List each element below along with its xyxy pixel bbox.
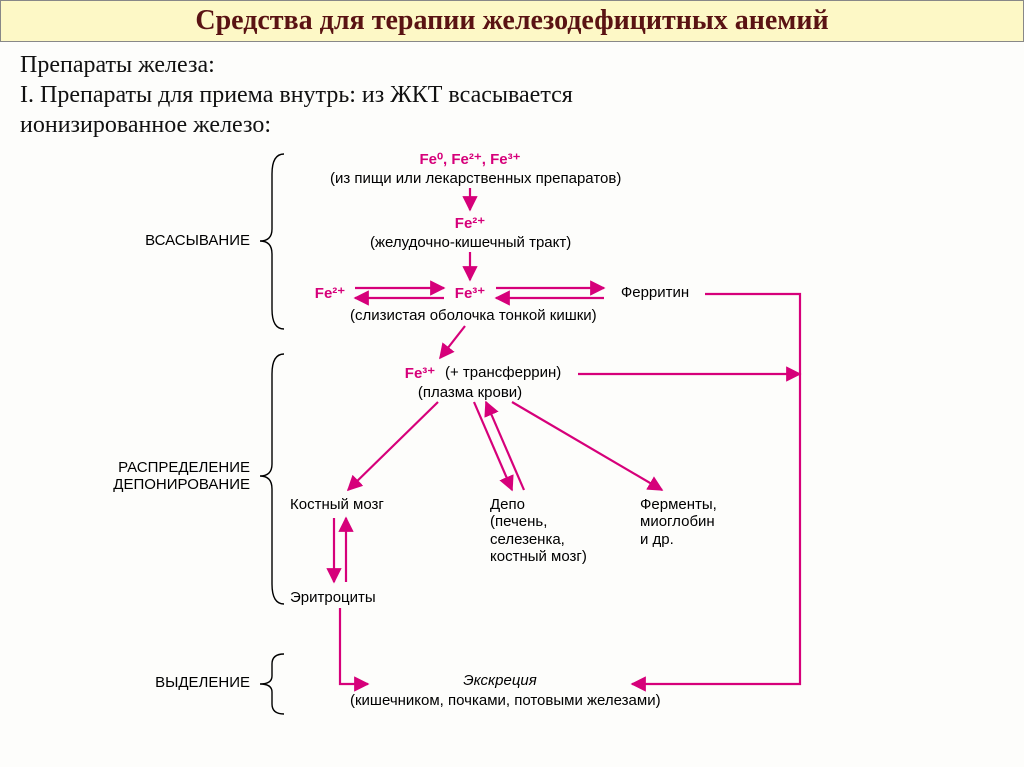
arrow-plasma-to-enzymes bbox=[512, 402, 662, 490]
arrow-eryth-to-excretion bbox=[340, 608, 368, 684]
arrow-plasma-to-marrow bbox=[348, 402, 438, 490]
bracket-excretion bbox=[260, 654, 284, 714]
diagram-svg bbox=[0, 144, 1024, 744]
arrow-plasma-to-depot bbox=[474, 402, 512, 490]
iron-metabolism-diagram: ВСАСЫВАНИЕ РАСПРЕДЕЛЕНИЕ ДЕПОНИРОВАНИЕ В… bbox=[0, 144, 1024, 744]
bracket-distribution bbox=[260, 354, 284, 604]
arrow-depot-to-plasma bbox=[486, 402, 524, 490]
intro-line-3: ионизированное железо: bbox=[20, 110, 1004, 140]
arrow-ferritin-to-excretion bbox=[632, 294, 800, 684]
bracket-absorption bbox=[260, 154, 284, 329]
intro-line-2: I. Препараты для приема внутрь: из ЖКТ в… bbox=[20, 80, 1004, 110]
intro-line-1: Препараты железа: bbox=[20, 50, 1004, 80]
intro-text: Препараты железа: I. Препараты для прием… bbox=[0, 42, 1024, 144]
arrow-mucosa-to-plasma bbox=[440, 326, 465, 358]
page-title: Средства для терапии железодефицитных ан… bbox=[0, 0, 1024, 42]
